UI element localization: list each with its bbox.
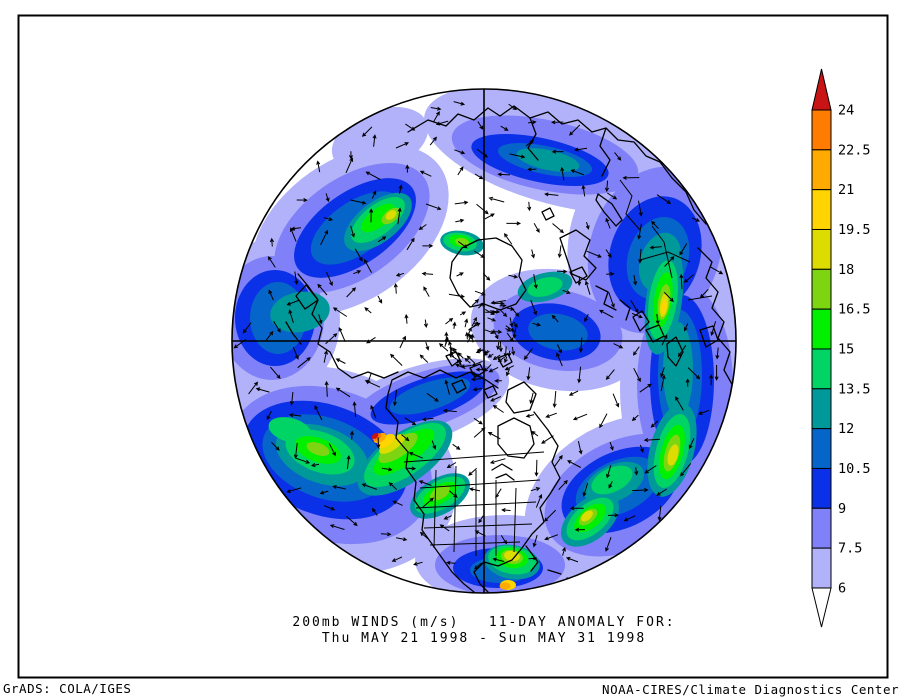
colorbar-segment xyxy=(811,149,832,191)
colorbar-segment xyxy=(811,189,832,230)
colorbar-segment xyxy=(811,388,832,430)
anomaly-shading xyxy=(232,89,736,593)
colorbar-segment xyxy=(811,428,832,469)
colorbar-arrow-down xyxy=(811,587,832,628)
colorbar-segment xyxy=(811,308,832,350)
colorbar-tick-label: 9 xyxy=(838,501,846,517)
plot-frame-border xyxy=(17,14,889,679)
colorbar-arrow-up xyxy=(811,68,832,111)
colorbar-segment xyxy=(811,228,832,270)
grads-attribution: GrADS: COLA/IGES xyxy=(3,681,132,696)
noaa-attribution: NOAA-CIRES/Climate Diagnostics Center xyxy=(602,682,899,697)
plot-title-line1: 200mb WINDS (m/s) 11-DAY ANOMALY FOR: xyxy=(292,615,676,630)
colorbar-tick-label: 21 xyxy=(838,182,854,198)
colorbar-tick-label: 18 xyxy=(838,262,854,278)
colorbar-tick-label: 7.5 xyxy=(838,541,862,557)
colorbar-tick-label: 6 xyxy=(838,580,846,596)
meridian-lines xyxy=(232,89,736,593)
colorbar-segment xyxy=(811,547,832,589)
colorbar-tick-label: 15 xyxy=(838,341,854,357)
colorbar-segment xyxy=(811,348,832,390)
colorbar: 24 22.5 21 19.5 18 16.5 15 13.5 12 10.5 9 7.5 6 xyxy=(811,68,871,628)
colorbar-segment xyxy=(811,268,832,310)
plot-title-line2: Thu MAY 21 1998 - Sun MAY 31 1998 xyxy=(321,631,647,646)
colorbar-tick-label: 12 xyxy=(838,421,854,437)
colorbar-tick-label: 16.5 xyxy=(838,302,871,318)
colorbar-tick-label: 10.5 xyxy=(838,461,871,477)
colorbar-segment xyxy=(811,507,832,549)
colorbar-segment xyxy=(811,467,832,509)
colorbar-tick-label: 19.5 xyxy=(838,222,871,238)
colorbar-tick-label: 22.5 xyxy=(838,142,871,158)
colorbar-segment xyxy=(811,109,832,151)
colorbar-tick-label: 13.5 xyxy=(838,381,871,397)
wind-vectors xyxy=(233,101,724,570)
colorbar-tick-label: 24 xyxy=(838,103,854,119)
state-borders xyxy=(403,179,713,556)
